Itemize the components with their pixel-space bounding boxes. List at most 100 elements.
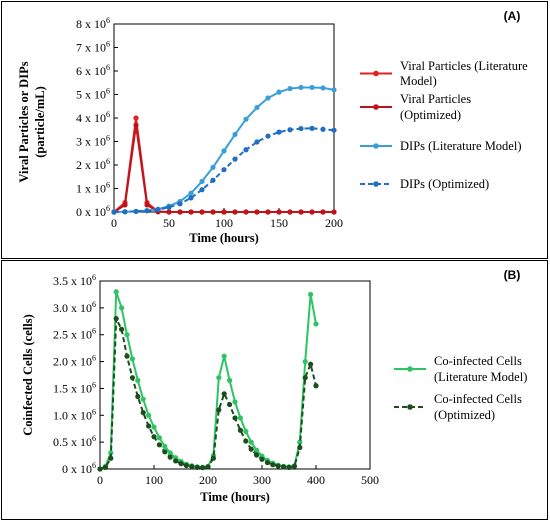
- data-point: [302, 375, 308, 381]
- legend-label: DIPs (Optimized): [400, 177, 489, 191]
- data-point: [254, 209, 260, 215]
- data-point: [237, 415, 243, 421]
- data-point: [221, 167, 227, 173]
- y-tick-base: 7 x 10: [76, 41, 106, 55]
- y-tick-label: 3.5 x 106: [53, 273, 96, 288]
- data-point: [151, 424, 157, 430]
- data-point: [243, 438, 249, 444]
- data-point: [188, 190, 194, 196]
- data-point: [221, 353, 227, 359]
- data-point: [276, 89, 282, 95]
- data-point: [309, 125, 315, 131]
- data-point: [102, 464, 108, 470]
- y-tick-exponent: 6: [106, 16, 110, 25]
- x-tick-label: 500: [361, 473, 379, 487]
- data-point: [113, 316, 119, 322]
- y-axis-title: Viral Particles or DIPs: [17, 61, 31, 182]
- data-point: [297, 439, 303, 445]
- data-point: [119, 326, 125, 332]
- data-point: [144, 208, 150, 214]
- y-tick-base: 0.5 x 10: [53, 435, 92, 449]
- y-tick-label: 0 x 106: [62, 461, 96, 476]
- y-axis-title: (particle/mL): [33, 86, 47, 158]
- data-point: [232, 399, 238, 405]
- data-point: [243, 428, 249, 434]
- data-point: [221, 148, 227, 154]
- data-point: [320, 209, 326, 215]
- data-point: [248, 439, 254, 445]
- data-point: [248, 446, 254, 452]
- data-point: [291, 463, 297, 469]
- y-tick-exponent: 6: [92, 300, 96, 309]
- y-tick-exponent: 6: [92, 461, 96, 470]
- data-point: [210, 455, 216, 461]
- y-tick-base: 3.0 x 10: [53, 301, 92, 315]
- y-tick-exponent: 6: [106, 87, 110, 96]
- legend-marker: [373, 143, 379, 149]
- data-point: [210, 177, 216, 183]
- y-tick-exponent: 6: [92, 327, 96, 336]
- data-point: [287, 209, 293, 215]
- data-point: [265, 209, 271, 215]
- data-point: [178, 461, 184, 467]
- data-point: [140, 410, 146, 416]
- legend-marker: [373, 104, 379, 110]
- data-point: [309, 209, 315, 215]
- x-axis-title: Time (hours): [200, 490, 270, 504]
- data-point: [199, 178, 205, 185]
- x-tick-label: 50: [163, 216, 175, 230]
- y-tick-base: 1 x 10: [76, 182, 106, 196]
- data-point: [167, 450, 173, 456]
- y-tick-exponent: 6: [106, 40, 110, 49]
- data-point: [320, 126, 326, 132]
- data-point: [188, 209, 194, 215]
- data-point: [232, 156, 238, 162]
- data-point: [129, 356, 135, 362]
- y-tick-exponent: 6: [106, 181, 110, 190]
- data-point: [124, 353, 130, 359]
- y-tick-exponent: 6: [92, 407, 96, 416]
- y-tick-base: 1.0 x 10: [53, 408, 92, 422]
- data-point: [237, 427, 243, 433]
- y-tick-base: 0 x 10: [76, 205, 106, 219]
- data-point: [276, 129, 282, 135]
- y-tick-label: 2.5 x 106: [53, 327, 96, 342]
- y-tick-exponent: 6: [92, 380, 96, 389]
- data-point: [298, 84, 304, 91]
- data-point: [97, 466, 103, 472]
- y-tick-label: 3.0 x 106: [53, 300, 96, 315]
- y-tick-label: 1 x 106: [76, 181, 110, 196]
- data-point: [210, 209, 216, 215]
- y-tick-exponent: 6: [92, 273, 96, 282]
- y-tick-exponent: 6: [106, 110, 110, 119]
- data-point: [309, 84, 315, 91]
- data-point: [166, 209, 172, 215]
- y-axis-title: Coinfected Cells (cells): [21, 314, 35, 436]
- data-point: [177, 201, 183, 207]
- data-point: [221, 209, 227, 215]
- y-tick-exponent: 6: [92, 354, 96, 363]
- data-point: [189, 463, 195, 470]
- data-point: [232, 131, 238, 138]
- data-point: [146, 412, 152, 418]
- data-point: [173, 458, 179, 464]
- plot-frame: [99, 280, 371, 470]
- y-tick-label: 0 x 106: [76, 204, 110, 219]
- data-point: [243, 147, 249, 153]
- x-axis-title: Time (hours): [189, 231, 259, 245]
- data-point: [298, 209, 304, 215]
- data-point: [210, 164, 216, 170]
- data-point: [243, 209, 249, 215]
- data-point: [221, 391, 227, 397]
- x-tick-label: 300: [253, 473, 271, 487]
- data-point: [243, 116, 249, 122]
- plot-frame: [113, 23, 335, 213]
- data-point: [216, 407, 222, 413]
- data-point: [313, 383, 319, 389]
- y-tick-base: 2 x 10: [76, 158, 106, 172]
- data-point: [276, 209, 282, 215]
- legend-label: DIPs (Literature Model): [400, 139, 522, 153]
- data-point: [113, 289, 119, 295]
- data-point: [146, 423, 152, 429]
